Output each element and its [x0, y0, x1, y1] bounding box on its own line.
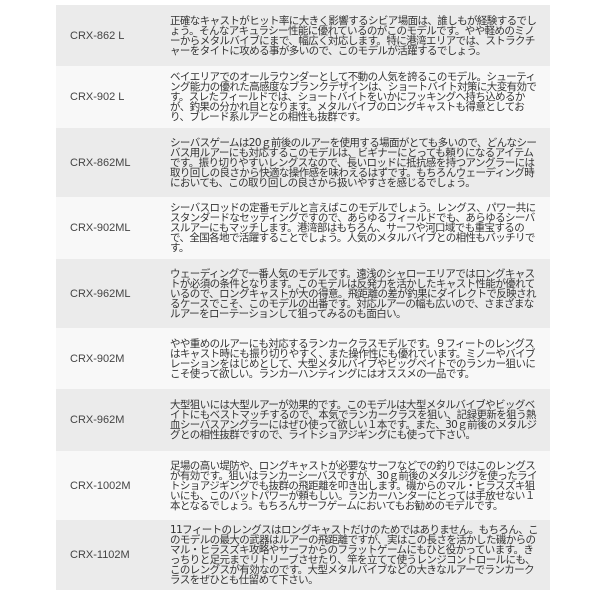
- model-name: CRX-962ML: [70, 287, 131, 300]
- model-name: CRX-902M: [70, 352, 125, 365]
- model-description: やや重めのルアーにも対応するランカークラスモデルです。９フィートのレングスはキャ…: [170, 337, 536, 380]
- model-description: シーバスロッドの定番モデルと言えばこのモデルでしょう。レングス、パワー共にスタン…: [170, 202, 536, 254]
- model-name: CRX-962M: [70, 414, 125, 426]
- table-row: CRX-902 L ベイエリアでのオールラウンダーとして不動の人気を誇るこのモデ…: [56, 66, 550, 128]
- table-row: CRX-902ML シーバスロッドの定番モデルと言えばこのモデルでしょう。レング…: [56, 197, 550, 259]
- model-name: CRX-862ML: [70, 156, 131, 169]
- model-description: ベイエリアでのオールラウンダーとして不動の人気を誇るこのモデル。シューティング能…: [170, 71, 537, 123]
- table-row: CRX-1102M 11フィートのレングスはロングキャストだけのためではありませ…: [56, 520, 550, 590]
- model-name: CRX-902ML: [70, 222, 131, 234]
- model-description: 11フィートのレングスはロングキャストだけのためではありません。もちろん、このモ…: [170, 524, 539, 586]
- table-row: CRX-962M 大型狙いには大型ルアーが効果的です。このモデルは大型メタルバイ…: [56, 389, 550, 451]
- model-name: CRX-1102M: [70, 549, 130, 561]
- model-name: CRX-902 L: [70, 91, 125, 103]
- model-description: 足場の高い堤防や、ロングキャストが必要なサーフなどでの釣りではこのレングスが有効…: [170, 459, 538, 512]
- model-description: 大型狙いには大型ルアーが効果的です。このモデルは大型メタルバイブやビッグベイトに…: [170, 399, 537, 441]
- model-description: シーバスゲームは20ｇ前後のルアーを使用する場面がとても多いので、どんなシーバス…: [170, 136, 537, 189]
- model-description: 正確なキャストがヒット率に大きく影響するシビア場面は、誰しもが経験するでしょう。…: [170, 14, 537, 57]
- table-row: CRX-962ML ウェーディングで一番人気のモデルです。遠浅のシャローエリアで…: [56, 259, 550, 328]
- model-name: CRX-862 L: [70, 29, 125, 42]
- model-name: CRX-1002M: [70, 479, 131, 492]
- table-row: CRX-902M やや重めのルアーにも対応するランカークラスモデルです。９フィー…: [56, 328, 550, 389]
- table-row: CRX-1002M 足場の高い堤防や、ロングキャストが必要なサーフなどでの釣りで…: [56, 451, 550, 520]
- model-description: ウェーディングで一番人気のモデルです。遠浅のシャローエリアではロングキャストが必…: [170, 267, 536, 320]
- table-row: CRX-862 L 正確なキャストがヒット率に大きく影響するシビア場面は、誰しも…: [56, 5, 550, 66]
- table-row: CRX-862ML シーバスゲームは20ｇ前後のルアーを使用する場面がとても多い…: [56, 128, 550, 197]
- rod-spec-table: CRX-862 L 正確なキャストがヒット率に大きく影響するシビア場面は、誰しも…: [56, 5, 550, 590]
